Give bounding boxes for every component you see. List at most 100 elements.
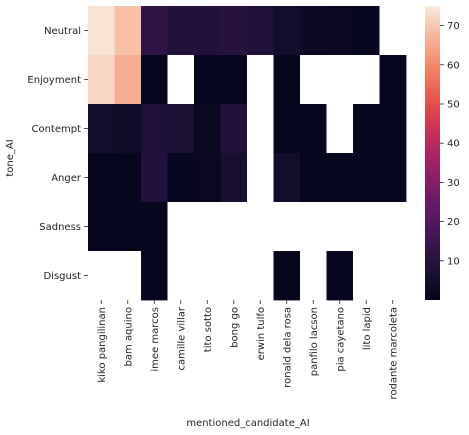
heatmap-cell [300,202,327,252]
heatmap-cell [88,251,115,301]
y-tick-label: Neutral [44,26,81,37]
heatmap-cell [247,153,274,203]
heatmap-cell [220,153,248,203]
heatmap-cell [247,251,274,301]
heatmap-cell [247,104,274,154]
heatmap-cell [379,202,407,252]
heatmap-cell [141,153,168,203]
heatmap-cell [220,251,248,301]
heatmap-cell [141,251,168,301]
heatmap-cell [167,153,195,203]
heatmap-cell [353,104,380,154]
heatmap-cell [273,153,301,203]
heatmap-cell [114,6,142,56]
x-tick-label: kiko pangilinan [97,307,108,383]
heatmap-cell [273,6,301,56]
heatmap-cell [300,251,327,301]
y-tick-label: Anger [51,173,82,184]
heatmap-cell [379,55,407,105]
colorbar-tick-label: 20 [447,217,460,228]
heatmap-cell [379,104,407,154]
heatmap-cell [194,202,221,252]
heatmap-cell [167,251,195,301]
heatmap-cell [114,202,142,252]
heatmap-cell [300,6,327,56]
y-tick-label: Sadness [39,222,81,233]
heatmap-cell [326,55,354,105]
heatmap-cell [88,202,115,252]
x-tick-label: imee marcos [150,307,161,372]
heatmap-cell [220,55,248,105]
heatmap-cell [273,251,301,301]
heatmap-cell [114,153,142,203]
heatmap-cell [194,104,221,154]
heatmap-cell [247,55,274,105]
x-tick-label: erwin tulfo [256,307,267,360]
heatmap-cell [114,55,142,105]
heatmap-cell [194,55,221,105]
x-tick-label: panfilo lacson [309,307,320,376]
heatmap-cell [220,104,248,154]
x-tick-label: bong go [229,307,240,348]
heatmap-cell [326,104,354,154]
heatmap-cell [379,153,407,203]
x-tick-label: camille villar [176,306,187,370]
heatmap-cell [353,55,380,105]
y-axis-title: tone_AI [5,139,16,176]
heatmap-cell [326,251,354,301]
heatmap-cell [194,6,221,56]
y-tick-label: Enjoyment [27,75,81,86]
heatmap-cell [247,6,274,56]
heatmap-cell [141,104,168,154]
heatmap-cell [326,153,354,203]
x-axis-ticks: kiko pangilinan bam aquino imee marcos cami… [97,300,399,399]
x-tick-label: pia cayetano [335,307,346,372]
colorbar: 10 20 30 40 50 60 70 [425,6,460,300]
heatmap-cell [273,104,301,154]
heatmap-cell [326,202,354,252]
x-tick-label: ronald dela rosa [282,307,293,388]
x-tick-label: tito sotto [203,307,214,352]
heatmap-cell [353,202,380,252]
colorbar-tick-label: 40 [447,139,460,150]
colorbar-tick-label: 60 [447,60,460,71]
heatmap-cell [88,55,115,105]
y-tick-label: Contempt [31,124,81,135]
heatmap-cell [167,202,195,252]
colorbar-tick-label: 50 [447,100,460,111]
heatmap-cell [114,104,142,154]
heatmap-cell [353,6,380,56]
colorbar-tick-label: 70 [447,21,460,32]
heatmap-cell [220,202,248,252]
colorbar-tick-label: 30 [447,178,460,189]
x-tick-label: bam aquino [123,307,134,366]
heatmap-cell [141,6,168,56]
x-tick-label: rodante marcoleta [388,307,399,399]
heatmap-cell [194,153,221,203]
heatmap-cell [247,202,274,252]
heatmap-cell [194,251,221,301]
heatmap-cell [88,153,115,203]
heatmap-cell [167,55,195,105]
heatmap-cell [326,6,354,56]
x-tick-label: lito lapid [362,307,373,350]
heatmap-cell [88,6,115,56]
heatmap-cell [273,202,301,252]
colorbar-gradient [425,6,440,300]
heatmap-cells [88,6,407,301]
x-axis-title: mentioned_candidate_AI [186,418,309,429]
heatmap-cell [141,55,168,105]
heatmap-cell [353,153,380,203]
heatmap-cell [353,251,380,301]
y-axis-ticks: Neutral Enjoyment Contempt Anger Sadness Disg… [27,26,88,282]
heatmap-cell [379,251,407,301]
colorbar-tick-label: 10 [447,256,460,267]
y-tick-label: Disgust [43,271,81,282]
heatmap-cell [300,55,327,105]
heatmap-cell [220,6,248,56]
heatmap-cell [167,104,195,154]
heatmap-cell [300,153,327,203]
heatmap-cell [88,104,115,154]
heatmap-cell [300,104,327,154]
